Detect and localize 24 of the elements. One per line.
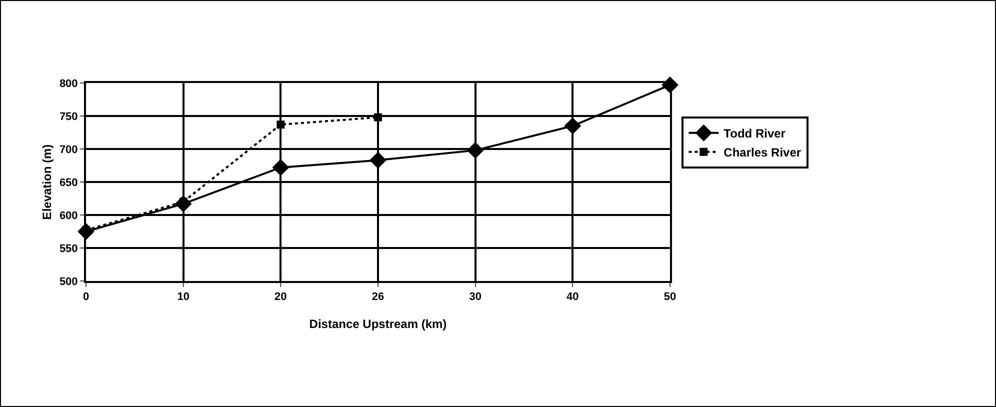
y-tick-label: 600 <box>59 210 78 222</box>
x-tick-label: 26 <box>372 291 384 304</box>
x-axis-title: Distance Upstream (km) <box>309 317 447 331</box>
x-tick-label: 0 <box>82 291 90 304</box>
y-tick-label: 500 <box>59 276 78 288</box>
x-tick-label: 20 <box>274 291 287 304</box>
point <box>466 142 484 159</box>
x-tick-label: 50 <box>664 291 676 304</box>
point <box>370 152 386 169</box>
y-tick-label: 650 <box>59 176 78 189</box>
x-tick-label: 10 <box>177 291 190 304</box>
legend-label: Todd River <box>724 126 786 141</box>
point <box>564 117 582 134</box>
x-tick-label: 40 <box>566 291 579 304</box>
legend-label: Charles River <box>724 146 802 160</box>
y-tick-label: 800 <box>59 78 78 90</box>
y-axis-title: Elevation (m) <box>40 144 54 220</box>
point <box>374 113 382 122</box>
y-tick-label: 700 <box>59 144 78 156</box>
point <box>276 120 285 129</box>
y-tick-label: 550 <box>59 242 78 255</box>
x-tick-label: 30 <box>469 291 482 304</box>
y-tick-label: 750 <box>59 110 78 123</box>
point <box>272 159 290 176</box>
